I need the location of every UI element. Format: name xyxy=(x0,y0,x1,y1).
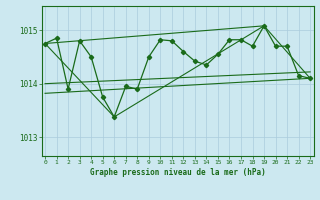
X-axis label: Graphe pression niveau de la mer (hPa): Graphe pression niveau de la mer (hPa) xyxy=(90,168,266,177)
